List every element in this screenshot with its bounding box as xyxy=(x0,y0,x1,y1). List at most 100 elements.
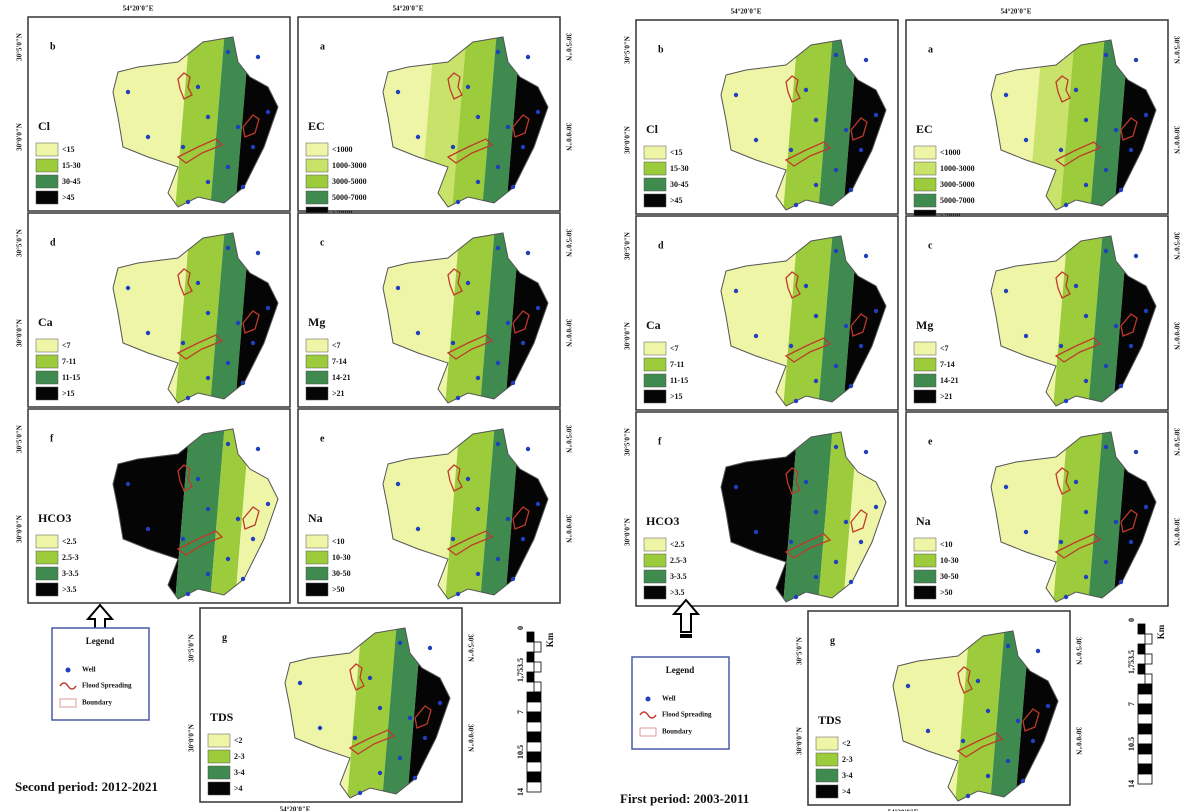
well xyxy=(1073,87,1079,93)
well xyxy=(1083,574,1089,580)
well xyxy=(1083,509,1089,515)
legend-swatch xyxy=(207,733,231,748)
well xyxy=(813,182,819,188)
well xyxy=(475,114,481,120)
well xyxy=(495,360,501,366)
well xyxy=(1143,308,1149,314)
legend-boundary xyxy=(639,727,657,737)
class-label: 11-15 xyxy=(670,376,688,385)
flood-spreading xyxy=(957,666,973,694)
legend-item: Boundary xyxy=(662,728,692,736)
legend-swatch xyxy=(35,142,59,157)
well xyxy=(415,526,421,532)
well xyxy=(510,380,516,386)
well xyxy=(415,134,421,140)
legend-swatch xyxy=(305,338,329,353)
class-label: <10 xyxy=(940,540,953,549)
well xyxy=(367,675,373,681)
legend-swatch xyxy=(35,354,59,369)
legend-swatch xyxy=(305,582,329,597)
well xyxy=(1005,643,1011,649)
panel-letter: c xyxy=(320,237,325,248)
well xyxy=(205,114,211,120)
north-arrow-base xyxy=(680,634,692,638)
flood-spreading xyxy=(446,530,494,556)
flood-spreading xyxy=(1120,509,1138,533)
well xyxy=(833,363,839,369)
legend-item: Flood Spreading xyxy=(662,711,712,719)
latitude-label: 30°0'0"N xyxy=(1074,727,1082,755)
scale-segment xyxy=(526,651,535,663)
well xyxy=(965,793,971,799)
map-panel: g TDS <2 2-3 3-4 >4 30°5'0"N 30°0'0"N 30°5'0"N 30… xyxy=(796,610,1082,811)
well xyxy=(1143,504,1149,510)
legend-swatch xyxy=(305,158,329,173)
well xyxy=(225,360,231,366)
legend-item: Well xyxy=(662,695,676,703)
legend-swatch xyxy=(35,550,59,565)
legend-swatch xyxy=(35,338,59,353)
scale-tick: 1,753.5 xyxy=(516,658,525,682)
well xyxy=(352,735,358,741)
well xyxy=(455,591,461,597)
flood-spreading xyxy=(446,138,494,164)
well xyxy=(185,591,191,597)
flood-spreading xyxy=(242,310,260,334)
flood-spreading xyxy=(785,467,801,495)
well xyxy=(125,481,131,487)
scale-segment xyxy=(526,761,542,773)
latitude-label: 30°5'0"N xyxy=(1172,428,1180,456)
flood-spreading xyxy=(348,729,396,755)
well xyxy=(225,164,231,170)
map-legend: Legend Well Flood Spreading Boundary xyxy=(51,627,150,721)
map-panel: e Na <10 10-30 30-50 >50 30°5'0"N 30°0'0"N xyxy=(905,411,1180,607)
period-caption: Second period: 2012-2021 xyxy=(15,779,158,794)
class-label: >3.5 xyxy=(670,588,685,597)
latitude-label: 30°5'0"N xyxy=(564,425,572,453)
legend-item: Boundary xyxy=(82,699,112,707)
map-panel: b Cl <15 15-30 30-45 >45 30°5'0"N 30°0'0"N 54°20… xyxy=(624,8,899,215)
flood-spreading xyxy=(785,271,801,299)
well xyxy=(1128,343,1134,349)
scale-segment xyxy=(1137,663,1146,675)
well xyxy=(205,506,211,512)
legend-swatch xyxy=(643,373,667,388)
flood-spreading xyxy=(1055,467,1071,495)
parameter-name: Cl xyxy=(38,119,51,133)
well xyxy=(495,49,501,55)
flood-spreading xyxy=(784,337,832,363)
well xyxy=(1023,137,1029,143)
well xyxy=(422,735,428,741)
well xyxy=(813,509,819,515)
well xyxy=(1023,529,1029,535)
well xyxy=(145,134,151,140)
panel-letter: d xyxy=(658,240,664,251)
well xyxy=(465,84,471,90)
well xyxy=(525,446,531,452)
well xyxy=(297,680,303,686)
map-panel: d Ca <7 7-11 11-15 >15 30°5'0"N 30°0'0"N xyxy=(624,215,899,411)
legend-swatch xyxy=(913,357,937,372)
flood-spreading xyxy=(1120,313,1138,337)
well xyxy=(733,484,739,490)
flood-spreading xyxy=(512,310,530,334)
scale-tick: 7 xyxy=(1127,702,1136,706)
legend-flood xyxy=(639,711,657,719)
class-label: <2 xyxy=(234,736,243,745)
well xyxy=(1133,253,1139,259)
well xyxy=(475,179,481,185)
well xyxy=(1133,449,1139,455)
class-label: 1000-3000 xyxy=(332,161,367,170)
class-label: <7 xyxy=(332,341,341,350)
legend-swatch xyxy=(207,749,231,764)
scale-segment xyxy=(526,741,542,753)
class-label: 7-14 xyxy=(332,357,347,366)
well xyxy=(395,285,401,291)
well xyxy=(225,245,231,251)
class-label: >50 xyxy=(332,585,345,594)
scale-segment xyxy=(526,631,535,643)
well xyxy=(873,504,879,510)
legend-swatch xyxy=(643,357,667,372)
well xyxy=(235,124,241,130)
flood-spreading xyxy=(512,506,530,530)
